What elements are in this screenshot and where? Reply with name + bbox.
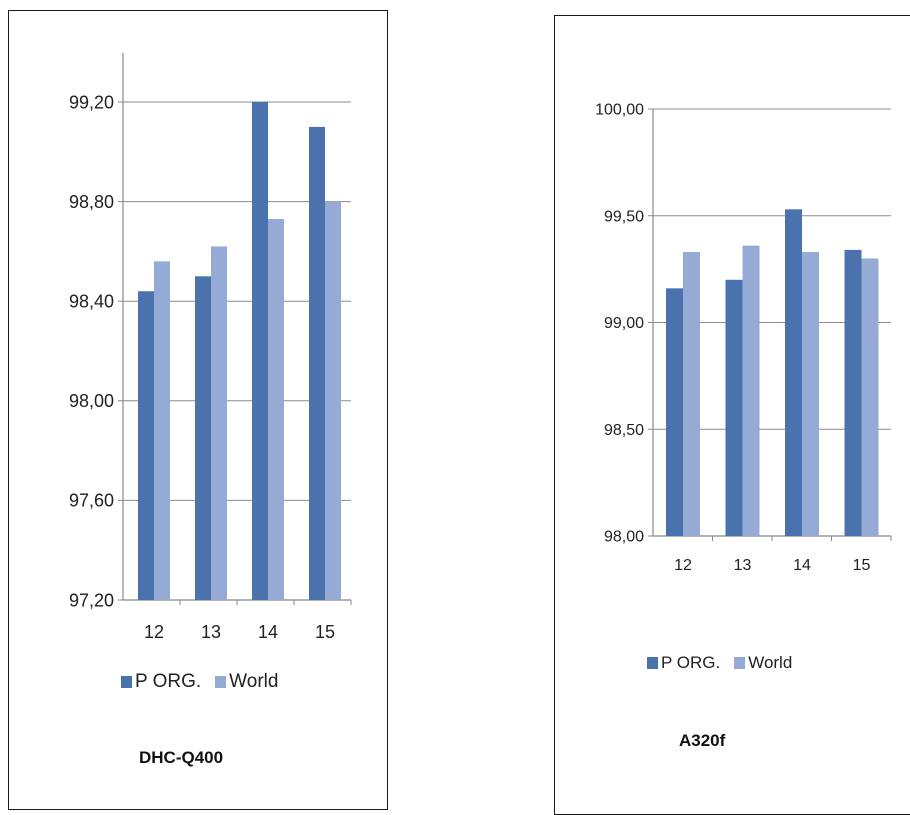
- bar-p-org-12: [666, 288, 683, 536]
- bar-world-15: [861, 258, 879, 536]
- legend-swatch-p-org: [121, 676, 132, 688]
- y-tick-label: 97,20: [69, 590, 114, 610]
- bar-world-14: [802, 252, 819, 537]
- legend-label-world: World: [748, 653, 793, 672]
- y-tick-label: 99,20: [69, 92, 114, 112]
- x-tick-label: 15: [315, 622, 335, 642]
- legend-swatch-world: [215, 676, 227, 688]
- x-tick-label: 14: [793, 557, 811, 574]
- legend-label-p-org: P ORG.: [661, 653, 721, 672]
- bar-p-org-13: [725, 279, 743, 536]
- y-tick-label: 97,60: [69, 491, 114, 511]
- legend-label-p-org: P ORG.: [135, 671, 202, 692]
- legend-label-world: World: [229, 671, 279, 692]
- chart-title-dhc-q400: DHC-Q400: [139, 748, 224, 767]
- x-tick-label: 13: [734, 557, 752, 574]
- y-tick-label: 98,80: [69, 192, 114, 212]
- bar-world-13: [211, 246, 227, 601]
- bar-world-12: [683, 252, 700, 537]
- x-tick-label: 13: [201, 622, 221, 642]
- bar-p-org-14: [252, 102, 268, 600]
- bar-p-org-14: [785, 209, 802, 536]
- legend-entry-world: World: [734, 653, 792, 673]
- legend-swatch-p-org: [647, 657, 658, 669]
- y-tick-label: 98,40: [69, 292, 114, 312]
- y-tick-label: 99,00: [604, 315, 644, 332]
- legend-swatch-world: [734, 657, 746, 669]
- chart-panel-a320f: 98,00 98,50 99,00 99,50 100,00 12 13 14 15 P ORG…: [554, 15, 910, 815]
- chart-dhc-q400: 97,20 97,60 98,00 98,40 98,80 99,20 12 13 14 15: [69, 53, 352, 642]
- bar-p-org-15: [844, 249, 862, 536]
- chart-a320f: 98,00 98,50 99,00 99,50 100,00 12 13 14 15: [595, 102, 892, 574]
- chart-title-a320f: A320f: [679, 731, 726, 750]
- bar-p-org-12: [138, 291, 154, 600]
- y-tick-label: 100,00: [595, 102, 644, 119]
- bar-world-13: [742, 245, 760, 536]
- legend-entry-p-org: P ORG.: [121, 671, 201, 693]
- x-tick-label: 15: [853, 557, 871, 574]
- legend-a320f: P ORG. World: [647, 653, 806, 673]
- y-tick-label: 99,50: [604, 208, 644, 225]
- legend-entry-world: World: [215, 671, 278, 693]
- y-tick-label: 98,00: [604, 529, 644, 546]
- bar-world-15: [325, 201, 341, 600]
- bar-world-12: [154, 261, 170, 600]
- y-tick-label: 98,50: [604, 422, 644, 439]
- x-tick-label: 14: [258, 622, 278, 642]
- legend-entry-p-org: P ORG.: [647, 653, 720, 673]
- bar-p-org-13: [195, 276, 211, 600]
- bar-p-org-15: [309, 126, 325, 601]
- bar-world-14: [268, 219, 284, 600]
- legend-dhc-q400: P ORG. World: [121, 671, 292, 693]
- x-tick-label: 12: [144, 622, 164, 642]
- x-tick-label: 12: [674, 557, 692, 574]
- chart-panel-dhc-q400: 97,20 97,60 98,00 98,40 98,80 99,20 12 13 14 15 P…: [8, 10, 388, 810]
- y-tick-label: 98,00: [69, 391, 114, 411]
